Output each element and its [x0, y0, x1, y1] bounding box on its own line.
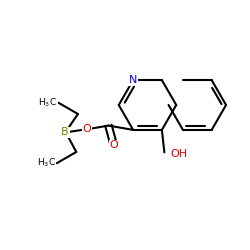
Text: N: N — [129, 75, 137, 85]
Text: B: B — [61, 128, 69, 138]
Text: H$_3$C: H$_3$C — [38, 96, 57, 109]
Text: O: O — [110, 140, 118, 150]
Text: OH: OH — [170, 149, 188, 159]
Text: O: O — [82, 124, 91, 134]
Text: H$_3$C: H$_3$C — [37, 157, 56, 170]
